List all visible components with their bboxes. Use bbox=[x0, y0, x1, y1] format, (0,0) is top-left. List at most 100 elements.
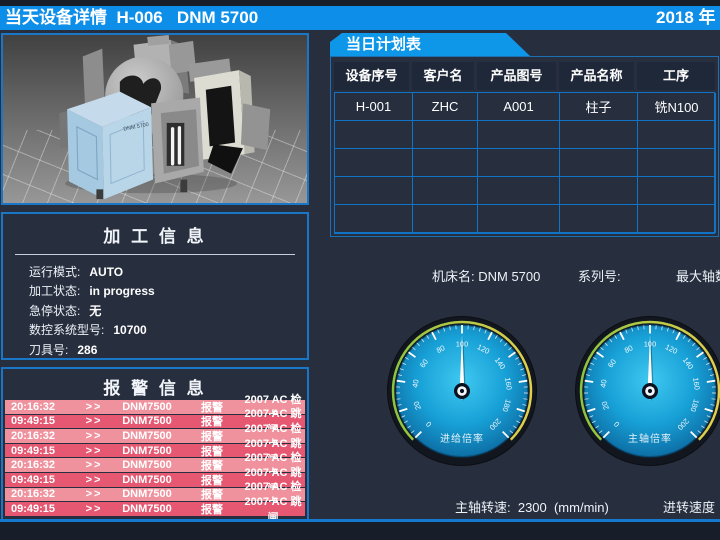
plan-cell bbox=[638, 149, 716, 177]
plan-cell bbox=[478, 177, 560, 205]
process-row: 加工状态: in progress bbox=[29, 282, 307, 301]
plan-cell: H-001 bbox=[335, 93, 413, 121]
alarm-device: DNM7500 bbox=[122, 488, 172, 501]
process-value: 10700 bbox=[113, 323, 147, 338]
plan-cell bbox=[335, 149, 413, 177]
bottom-divider bbox=[0, 519, 720, 522]
divider bbox=[15, 254, 295, 255]
plan-table-header: 设备序号 客户名 产品图号 产品名称 工序 bbox=[334, 62, 715, 90]
machine-caption: DNM 5700 bbox=[123, 122, 149, 133]
process-label: 数控系统型号: bbox=[29, 323, 105, 338]
plan-cell bbox=[478, 149, 560, 177]
process-value: 无 bbox=[89, 303, 102, 318]
svg-text:0: 0 bbox=[612, 420, 621, 429]
plan-cell bbox=[560, 205, 638, 233]
alarm-time: 20:16:32 bbox=[11, 459, 56, 472]
alarm-time: 20:16:32 bbox=[11, 429, 56, 442]
machine-image-panel: DNM 5700 bbox=[1, 33, 309, 205]
alarm-arrows: >> bbox=[85, 459, 103, 472]
plan-cell bbox=[638, 205, 716, 233]
plan-cell bbox=[560, 149, 638, 177]
plan-cell bbox=[560, 177, 638, 205]
process-label: 刀具号: bbox=[29, 342, 69, 357]
tab-daily-plan[interactable]: 当日计划表 bbox=[330, 33, 530, 56]
process-value: 286 bbox=[77, 342, 98, 357]
alarm-time: 09:49:15 bbox=[11, 415, 56, 428]
alarm-arrows: >> bbox=[85, 444, 103, 457]
plan-header-cell: 工序 bbox=[637, 62, 715, 90]
plan-cell bbox=[478, 205, 560, 233]
process-row: 数控系统型号: 10700 bbox=[29, 321, 307, 340]
svg-text:20: 20 bbox=[412, 400, 423, 411]
alarm-type: 报警 bbox=[201, 416, 223, 429]
spindle-speed-label: 主轴转速: 2300 (mm/min) bbox=[455, 500, 609, 515]
alarm-type: 报警 bbox=[201, 401, 223, 414]
svg-text:20: 20 bbox=[600, 400, 611, 411]
process-row: 刀具号: 286 bbox=[29, 341, 307, 360]
date-label: 2018 年 bbox=[656, 8, 716, 27]
plan-header-cell: 设备序号 bbox=[334, 62, 409, 90]
spindle-override-gauge: 020406080100120140160180200 主轴倍率 bbox=[574, 315, 720, 467]
process-label: 加工状态: bbox=[29, 284, 81, 299]
svg-text:80: 80 bbox=[623, 343, 635, 355]
page-title: 当天设备详情 H-006 DNM 5700 bbox=[5, 8, 259, 27]
machine-3d-render: DNM 5700 bbox=[59, 35, 271, 200]
plan-cell bbox=[638, 121, 716, 149]
plan-cell bbox=[560, 121, 638, 149]
alarm-device: DNM7500 bbox=[122, 429, 172, 442]
process-info-title: 加 工 信 息 bbox=[103, 227, 207, 246]
alarm-device: DNM7500 bbox=[122, 415, 172, 428]
svg-text:80: 80 bbox=[435, 343, 447, 355]
plan-cell bbox=[335, 177, 413, 205]
alarm-time: 09:49:15 bbox=[11, 502, 56, 515]
plan-header-cell: 客户名 bbox=[412, 62, 474, 90]
process-row: 运行模式: AUTO bbox=[29, 263, 307, 282]
plan-cell: A001 bbox=[478, 93, 560, 121]
alarm-arrows: >> bbox=[85, 488, 103, 501]
alarm-message: 2007 AC 跳闸 bbox=[244, 495, 302, 524]
plan-cell: 柱子 bbox=[560, 93, 638, 121]
svg-text:主轴倍率: 主轴倍率 bbox=[628, 432, 672, 445]
alarm-arrows: >> bbox=[85, 400, 103, 413]
svg-text:160: 160 bbox=[503, 377, 514, 391]
alarm-arrows: >> bbox=[85, 502, 103, 515]
svg-text:160: 160 bbox=[691, 377, 702, 391]
feed-override-gauge: 020406080100120140160180200 进给倍率 bbox=[386, 315, 538, 467]
svg-text:180: 180 bbox=[500, 398, 512, 413]
process-label: 急停状态: bbox=[29, 303, 81, 318]
alarm-type: 报警 bbox=[201, 474, 223, 487]
plan-header-cell: 产品名称 bbox=[559, 62, 634, 90]
svg-text:进给倍率: 进给倍率 bbox=[440, 432, 484, 445]
svg-text:180: 180 bbox=[688, 398, 700, 413]
svg-text:0: 0 bbox=[424, 420, 433, 429]
max-axes-label: 最大轴数 bbox=[676, 269, 720, 284]
daily-plan-panel bbox=[330, 56, 719, 237]
plan-cell bbox=[638, 177, 716, 205]
plan-cell bbox=[478, 121, 560, 149]
process-info-rows: 运行模式: AUTO 加工状态: in progress 急停状态: 无 数控系统型号… bbox=[29, 263, 307, 360]
process-value: in progress bbox=[89, 284, 155, 299]
bottom-strip bbox=[0, 522, 720, 540]
plan-cell: 铣N100 bbox=[638, 93, 716, 121]
alarm-type: 报警 bbox=[201, 460, 223, 473]
series-number-label: 系列号: bbox=[578, 269, 621, 284]
plan-cell bbox=[335, 121, 413, 149]
alarm-arrows: >> bbox=[85, 415, 103, 428]
alarm-device: DNM7500 bbox=[122, 444, 172, 457]
title-bar: 当天设备详情 H-006 DNM 5700 2018 年 bbox=[0, 6, 720, 30]
plan-table-grid: H-001 ZHC A001 柱子 铣N100 bbox=[334, 92, 716, 234]
machine-name-label: 机床名: DNM 5700 bbox=[432, 269, 541, 284]
plan-cell bbox=[413, 177, 478, 205]
alarm-arrows: >> bbox=[85, 473, 103, 486]
alarm-device: DNM7500 bbox=[122, 502, 172, 515]
alarm-time: 20:16:32 bbox=[11, 488, 56, 501]
plan-cell bbox=[413, 149, 478, 177]
